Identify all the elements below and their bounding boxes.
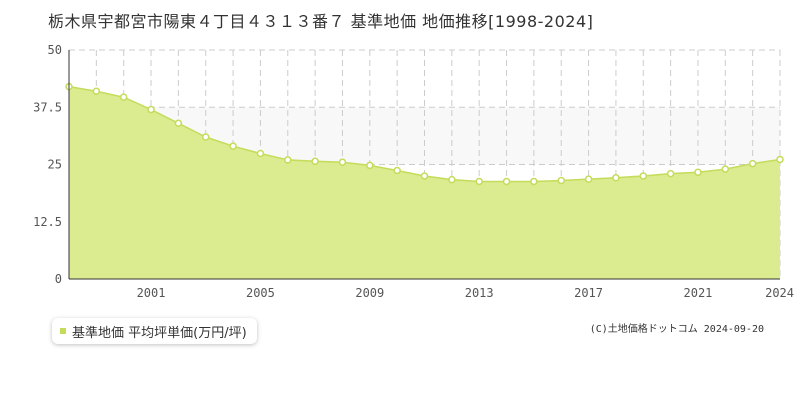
y-tick-label: 12.5 <box>33 215 62 229</box>
chart-title: 栃木県宇都宮市陽東４丁目４３１３番７ 基準地価 地価推移[1998-2024] <box>48 12 594 31</box>
data-point <box>92 87 101 95</box>
legend-label: 基準地価 平均坪単価(万円/坪) <box>72 325 247 341</box>
data-point <box>338 158 347 166</box>
x-tick-label: 2024 <box>765 286 794 300</box>
data-point <box>612 174 620 182</box>
data-point <box>448 175 456 184</box>
data-point <box>776 155 784 164</box>
x-tick-label: 2001 <box>137 286 166 300</box>
plot-area: 0 12.5 25 37.5 50 2001 2005 2009 2013 2017 2021 202… <box>33 43 794 300</box>
data-point <box>475 177 483 186</box>
x-tick-label: 2017 <box>574 286 603 300</box>
data-point <box>748 159 757 168</box>
data-point <box>284 156 292 164</box>
legend[interactable]: 基準地価 平均坪単価(万円/坪) <box>52 318 257 344</box>
y-tick-label: 25 <box>48 158 62 172</box>
data-point <box>530 177 538 186</box>
data-point <box>311 157 319 166</box>
data-point <box>201 133 210 141</box>
data-point <box>229 142 237 150</box>
data-point <box>694 168 702 177</box>
x-tick-label: 2005 <box>246 286 275 300</box>
data-point <box>147 105 155 114</box>
y-tick-label: 0 <box>55 272 62 286</box>
credit-text: (C)土地価格ドットコム 2024-09-20 <box>589 324 764 335</box>
series-area <box>69 86 780 279</box>
data-point <box>502 177 511 186</box>
legend-swatch <box>60 328 66 334</box>
x-tick-label: 2021 <box>684 286 713 300</box>
data-point <box>666 169 675 178</box>
data-point <box>721 165 730 173</box>
data-point <box>119 93 128 101</box>
data-point <box>393 166 401 175</box>
x-tick-label: 2013 <box>465 286 494 300</box>
data-point <box>256 149 265 158</box>
y-tick-label: 37.5 <box>33 100 62 114</box>
data-point <box>420 172 429 180</box>
data-point <box>174 119 183 128</box>
data-point <box>366 161 374 170</box>
y-tick-label: 50 <box>48 43 62 57</box>
data-point <box>557 176 565 185</box>
data-point <box>639 172 648 180</box>
data-point <box>584 175 593 183</box>
x-tick-label: 2009 <box>355 286 384 300</box>
